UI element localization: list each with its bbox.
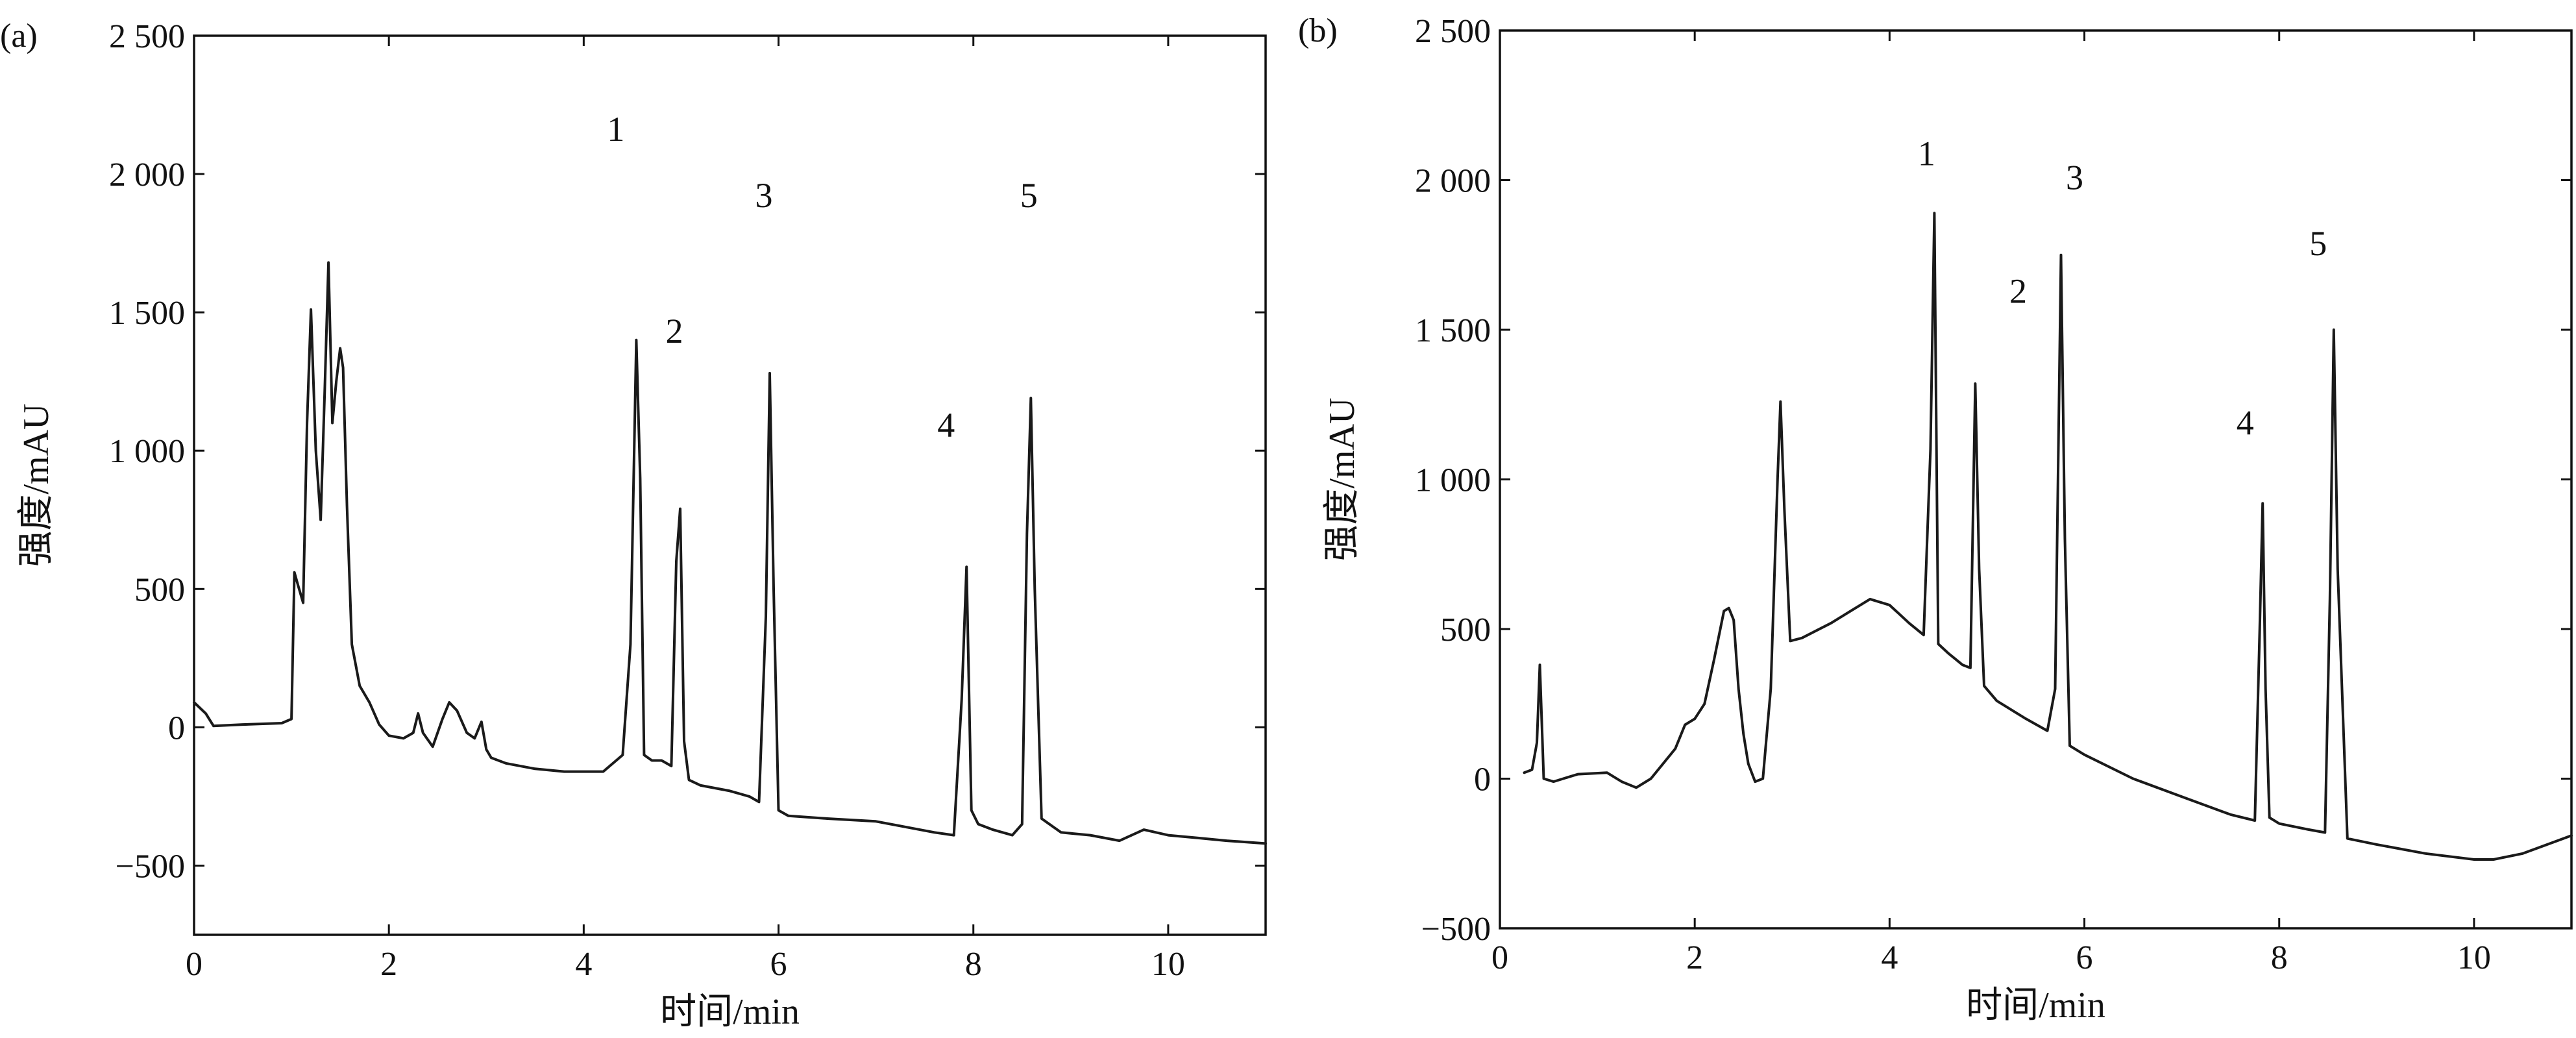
x-tick-label: 6: [2076, 939, 2093, 976]
x-axis-title: 时间/min: [1966, 985, 2105, 1026]
peak-label: 4: [2237, 403, 2254, 442]
y-tick-label: 500: [1440, 612, 1491, 649]
y-tick-label: 500: [134, 571, 185, 608]
chromatogram-trace: [193, 261, 1267, 845]
y-tick-label: 2 500: [1415, 13, 1491, 50]
x-tick-label: 8: [965, 946, 982, 983]
y-tick-label: 0: [1474, 761, 1491, 798]
x-tick-label: 0: [1491, 939, 1508, 976]
x-tick-label: 6: [770, 946, 787, 983]
x-tick-label: 10: [1151, 946, 1185, 983]
x-tick-label: 0: [186, 946, 202, 983]
peak-label: 3: [2066, 158, 2083, 197]
plot-frame: [193, 34, 1267, 936]
y-tick-label: 2 500: [109, 18, 185, 55]
x-tick-label: 4: [575, 946, 592, 983]
peak-label: 2: [665, 312, 683, 351]
peak-label: 2: [2009, 272, 2027, 311]
plot-frame: [1499, 29, 2573, 930]
x-tick-label: 4: [1881, 939, 1898, 976]
chromatogram-trace: [1523, 212, 2573, 861]
peak-label: 1: [607, 110, 624, 149]
peak-label: 3: [755, 176, 773, 215]
x-tick-label: 10: [2457, 939, 2491, 976]
y-tick-label: 2 000: [1415, 163, 1491, 200]
chart-panel-a: (a) 0 2 4 6 8 10 −500 0 500 1 000 1 500 2 000 2 500 时间…: [0, 18, 1267, 1032]
y-tick-label: 1 000: [1415, 462, 1491, 499]
y-tick-label: 1 500: [109, 295, 185, 332]
peak-label: 4: [937, 406, 955, 445]
panel-tag: (b): [1298, 12, 1338, 49]
y-tick-label: −500: [116, 848, 185, 885]
y-tick-label: 1 500: [1415, 312, 1491, 349]
x-axis-title: 时间/min: [660, 992, 800, 1032]
y-axis-title: 强度/mAU: [1322, 398, 1362, 562]
peak-label: 5: [2309, 224, 2327, 263]
y-axis-title: 强度/mAU: [16, 404, 56, 567]
panel-tag: (a): [0, 18, 38, 55]
y-tick-label: 1 000: [109, 433, 185, 470]
x-tick-label: 2: [1686, 939, 1703, 976]
x-tick-label: 2: [380, 946, 397, 983]
y-tick-label: −500: [1421, 911, 1491, 948]
peak-label: 5: [1020, 176, 1038, 215]
y-tick-label: 2 000: [109, 156, 185, 193]
x-tick-label: 8: [2271, 939, 2288, 976]
y-tick-label: 0: [168, 710, 185, 747]
peak-label: 1: [1918, 134, 1935, 173]
